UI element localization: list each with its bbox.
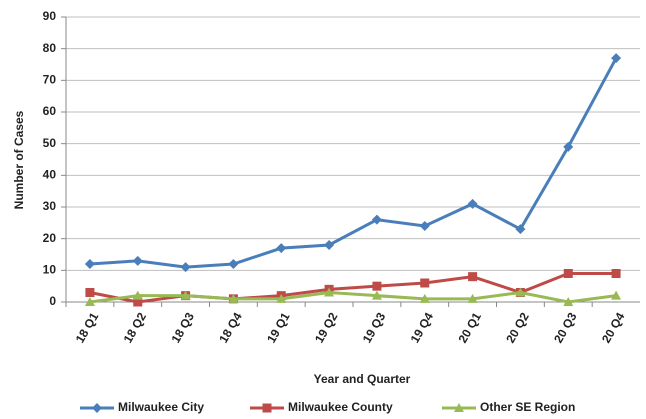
y-tick-label: 20 <box>43 231 57 245</box>
x-tick-label: 20 Q2 <box>503 310 532 346</box>
marker <box>563 297 574 306</box>
x-tick-label: 18 Q3 <box>168 310 197 346</box>
marker <box>467 198 478 209</box>
marker <box>228 259 239 269</box>
y-tick-label: 90 <box>43 9 57 23</box>
marker <box>515 287 526 297</box>
marker <box>467 293 478 303</box>
marker <box>133 297 143 307</box>
y-tick-label: 40 <box>43 168 57 182</box>
marker <box>515 224 526 235</box>
y-axis-title: Number of Cases <box>12 110 26 209</box>
x-tick-label: 19 Q4 <box>408 310 437 346</box>
marker <box>132 290 143 300</box>
legend-label: Milwaukee City <box>118 400 204 414</box>
marker <box>371 290 382 300</box>
marker <box>420 278 430 288</box>
marker <box>372 281 382 291</box>
y-tick-label: 50 <box>43 136 57 150</box>
marker <box>84 259 95 269</box>
marker <box>324 287 335 297</box>
y-tick-label: 60 <box>43 104 57 118</box>
marker <box>371 214 382 225</box>
marker <box>611 269 621 278</box>
marker <box>84 297 95 306</box>
y-tick-label: 0 <box>49 294 56 308</box>
marker <box>611 290 622 300</box>
series-line <box>89 290 617 304</box>
x-tick-label: 19 Q1 <box>264 310 293 346</box>
y-tick-label: 30 <box>43 199 57 213</box>
legend-marker <box>92 403 102 413</box>
legend-label: Other SE Region <box>480 400 575 414</box>
marker <box>180 262 191 273</box>
legend-label: Milwaukee County <box>288 400 393 414</box>
x-tick-label: 18 Q2 <box>121 310 150 346</box>
marker <box>180 290 191 300</box>
marker <box>276 293 287 303</box>
x-tick-label: 20 Q1 <box>455 310 484 346</box>
y-tick-label: 70 <box>43 73 57 87</box>
x-tick-label: 18 Q4 <box>216 310 245 346</box>
x-tick-label: 19 Q3 <box>360 310 389 346</box>
legend-marker <box>454 403 464 412</box>
marker <box>132 255 143 266</box>
marker <box>468 272 478 282</box>
marker <box>276 243 287 254</box>
x-axis-title: Year and Quarter <box>314 372 411 386</box>
x-tick-label: 19 Q2 <box>312 310 341 346</box>
marker <box>563 269 573 278</box>
x-tick-label: 20 Q3 <box>551 310 580 346</box>
y-tick-label: 10 <box>43 263 57 277</box>
series-line <box>89 57 618 269</box>
marker <box>85 288 95 297</box>
series-line <box>89 272 617 304</box>
x-tick-label: 18 Q1 <box>73 310 102 346</box>
legend-marker <box>262 403 272 413</box>
marker <box>419 293 430 303</box>
marker <box>563 141 574 152</box>
marker <box>611 53 622 64</box>
marker <box>228 293 239 303</box>
marker <box>419 221 430 231</box>
y-tick-label: 80 <box>43 41 57 55</box>
marker <box>324 240 335 250</box>
x-tick-label: 20 Q4 <box>599 310 628 346</box>
